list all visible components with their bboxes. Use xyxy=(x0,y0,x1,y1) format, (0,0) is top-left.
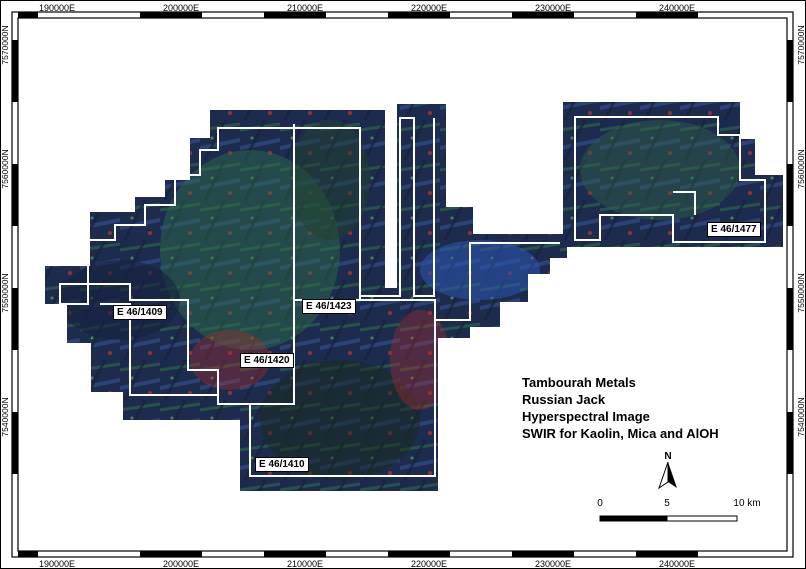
northing-label-left: 7550000N xyxy=(0,273,10,313)
northing-label-left: 7540000N xyxy=(0,397,10,437)
easting-label-top: 190000E xyxy=(38,3,76,13)
tenement-label-1409: E 46/1409 xyxy=(113,305,167,320)
map-title-company: Tambourah Metals xyxy=(522,375,636,390)
easting-label-top: 200000E xyxy=(162,3,200,13)
scale-tick-5: 5 xyxy=(664,498,670,509)
north-arrow: N xyxy=(657,452,679,497)
northing-label-left: 7560000N xyxy=(0,149,10,189)
easting-label-bottom: 200000E xyxy=(162,559,200,569)
north-arrow-icon xyxy=(658,461,677,490)
tenement-label-1420: E 46/1420 xyxy=(240,353,294,368)
easting-label-top: 220000E xyxy=(410,3,448,13)
northing-label-right: 7570000N xyxy=(796,25,806,65)
easting-label-bottom: 240000E xyxy=(658,559,696,569)
tenement-boundaries xyxy=(59,116,766,477)
northing-label-right: 7560000N xyxy=(796,149,806,189)
frame-ticks xyxy=(12,12,793,557)
easting-label-bottom: 210000E xyxy=(286,559,324,569)
easting-label-bottom: 230000E xyxy=(534,559,572,569)
northing-label-right: 7550000N xyxy=(796,273,806,313)
easting-label-bottom: 190000E xyxy=(38,559,76,569)
scale-tick-0: 0 xyxy=(597,498,603,509)
map-title-product: Hyperspectral Image xyxy=(522,409,650,424)
scale-bar: 0 5 10 km xyxy=(597,498,777,528)
tenement-label-1477: E 46/1477 xyxy=(707,222,761,237)
easting-label-top: 210000E xyxy=(286,3,324,13)
easting-label-top: 230000E xyxy=(534,3,572,13)
scale-bar-graphic xyxy=(599,515,738,522)
tenement-label-1410: E 46/1410 xyxy=(255,457,309,472)
map-title-block: Tambourah Metals Russian Jack Hyperspect… xyxy=(522,374,719,442)
easting-label-top: 240000E xyxy=(658,3,696,13)
map-title-description: SWIR for Kaolin, Mica and AlOH xyxy=(522,426,719,441)
north-letter: N xyxy=(664,451,672,462)
easting-label-bottom: 220000E xyxy=(410,559,448,569)
map-title-project: Russian Jack xyxy=(522,392,606,407)
northing-label-left: 7570000N xyxy=(0,25,10,65)
tenement-label-1423: E 46/1423 xyxy=(302,299,356,314)
northing-label-right: 7540000N xyxy=(796,397,806,437)
scale-tick-10: 10 km xyxy=(733,498,761,509)
